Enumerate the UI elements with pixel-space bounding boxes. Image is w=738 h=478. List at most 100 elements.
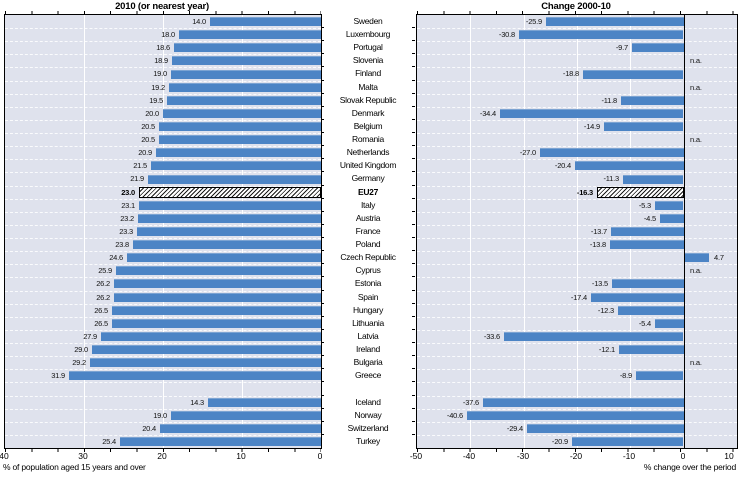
row-separator-line xyxy=(417,251,737,252)
bar-change-eu27-hatched xyxy=(597,187,684,198)
value-label-change: -5.3 xyxy=(638,200,651,210)
row-tick-left xyxy=(321,381,324,382)
row-tick-right xyxy=(412,355,415,356)
country-label: Lithuania xyxy=(352,317,384,328)
country-label: Slovak Republic xyxy=(339,94,397,105)
left-axis-caption: % of population aged 15 years and over xyxy=(3,462,146,472)
row-separator-line xyxy=(417,330,737,331)
value-label-change: -4.5 xyxy=(643,213,656,223)
bar-2010 xyxy=(137,227,321,236)
row-tick-left xyxy=(321,263,324,264)
row-separator-line xyxy=(417,54,737,55)
bar-2010 xyxy=(167,96,321,105)
bar-change xyxy=(632,43,684,52)
left-panel-title: 2010 (or nearest year) xyxy=(115,1,209,12)
row-separator-line xyxy=(5,41,321,42)
x-tick-label-2010: 10 xyxy=(236,451,246,461)
value-label-change: -8.9 xyxy=(619,371,632,381)
row-tick-right xyxy=(412,158,415,159)
row-tick-right xyxy=(412,368,415,369)
row-tick-right xyxy=(412,53,415,54)
row-separator-line xyxy=(417,356,737,357)
bar-change xyxy=(660,214,684,223)
value-label-change: -11.3 xyxy=(603,174,619,184)
value-label-2010: 31.9 xyxy=(51,371,65,381)
row-tick-right xyxy=(412,316,415,317)
row-tick-right xyxy=(412,421,415,422)
row-tick-left xyxy=(321,342,324,343)
bar-change xyxy=(655,201,683,210)
row-separator-line xyxy=(417,238,737,239)
bar-2010 xyxy=(138,214,321,223)
x-tick-label-2010: 20 xyxy=(157,451,167,461)
bar-2010 xyxy=(139,201,321,210)
x-tick-label-2010: 40 xyxy=(0,451,9,461)
value-label-2010: 20.4 xyxy=(142,423,156,433)
row-separator-line xyxy=(5,330,321,331)
vertical-gridline xyxy=(470,15,471,448)
value-label-2010: 24.6 xyxy=(109,253,123,263)
row-tick-right xyxy=(412,211,415,212)
vertical-gridline xyxy=(524,15,525,448)
country-label: Spain xyxy=(357,291,379,302)
row-separator-line xyxy=(417,264,737,265)
row-tick-right xyxy=(412,171,415,172)
row-tick-left xyxy=(321,53,324,54)
row-tick-right xyxy=(412,329,415,330)
row-tick-right xyxy=(412,185,415,186)
bar-2010 xyxy=(208,398,321,407)
bar-2010 xyxy=(160,424,321,433)
row-separator-line xyxy=(417,317,737,318)
row-separator-line xyxy=(417,159,737,160)
row-tick-right xyxy=(412,80,415,81)
row-separator-line xyxy=(5,422,321,423)
value-label-2010: 21.5 xyxy=(133,161,147,171)
row-separator-line xyxy=(417,435,737,436)
country-label: Iceland xyxy=(355,396,381,407)
row-tick-right xyxy=(412,237,415,238)
row-separator-line xyxy=(417,396,737,397)
bar-2010 xyxy=(112,319,321,328)
row-separator-line xyxy=(5,225,321,226)
top-minor-ticks xyxy=(417,11,737,14)
value-label-change: -9.7 xyxy=(615,43,628,53)
row-separator-line xyxy=(5,94,321,95)
row-tick-right xyxy=(412,381,415,382)
bar-2010 xyxy=(163,109,321,118)
x-tick-label-2010: 30 xyxy=(78,451,88,461)
value-label-change: -25.9 xyxy=(525,17,542,26)
right-panel-title: Change 2000-10 xyxy=(541,1,611,12)
row-separator-line xyxy=(5,159,321,160)
bar-change xyxy=(623,175,683,184)
row-tick-right xyxy=(412,145,415,146)
row-tick-right xyxy=(412,40,415,41)
country-label: Turkey xyxy=(356,435,380,446)
row-tick-left xyxy=(321,80,324,81)
value-label-2010: 25.4 xyxy=(102,436,116,446)
value-label-2010: 19.5 xyxy=(149,95,163,105)
country-label: Portugal xyxy=(353,42,383,53)
value-label-change: -16.3 xyxy=(576,187,593,197)
country-label: Italy xyxy=(360,199,376,210)
row-separator-line xyxy=(417,186,737,187)
bar-2010 xyxy=(174,43,321,52)
value-label-change: -17.4 xyxy=(570,292,587,302)
row-separator-line xyxy=(5,435,321,436)
bar-change xyxy=(619,345,684,354)
bar-2010 xyxy=(179,30,321,39)
bar-2010 xyxy=(171,411,321,420)
row-separator-line xyxy=(417,94,737,95)
row-tick-left xyxy=(321,355,324,356)
row-tick-left xyxy=(321,40,324,41)
row-separator-line xyxy=(417,172,737,173)
country-label: Sweden xyxy=(353,16,383,26)
row-separator-line xyxy=(417,67,737,68)
value-label-change: -37.6 xyxy=(462,397,479,407)
row-separator-line xyxy=(417,107,737,108)
bar-change xyxy=(612,279,684,288)
bar-2010 xyxy=(156,148,321,157)
value-label-2010: 29.0 xyxy=(74,345,88,355)
country-label: Luxembourg xyxy=(345,29,391,40)
na-label: n.a. xyxy=(690,56,702,66)
